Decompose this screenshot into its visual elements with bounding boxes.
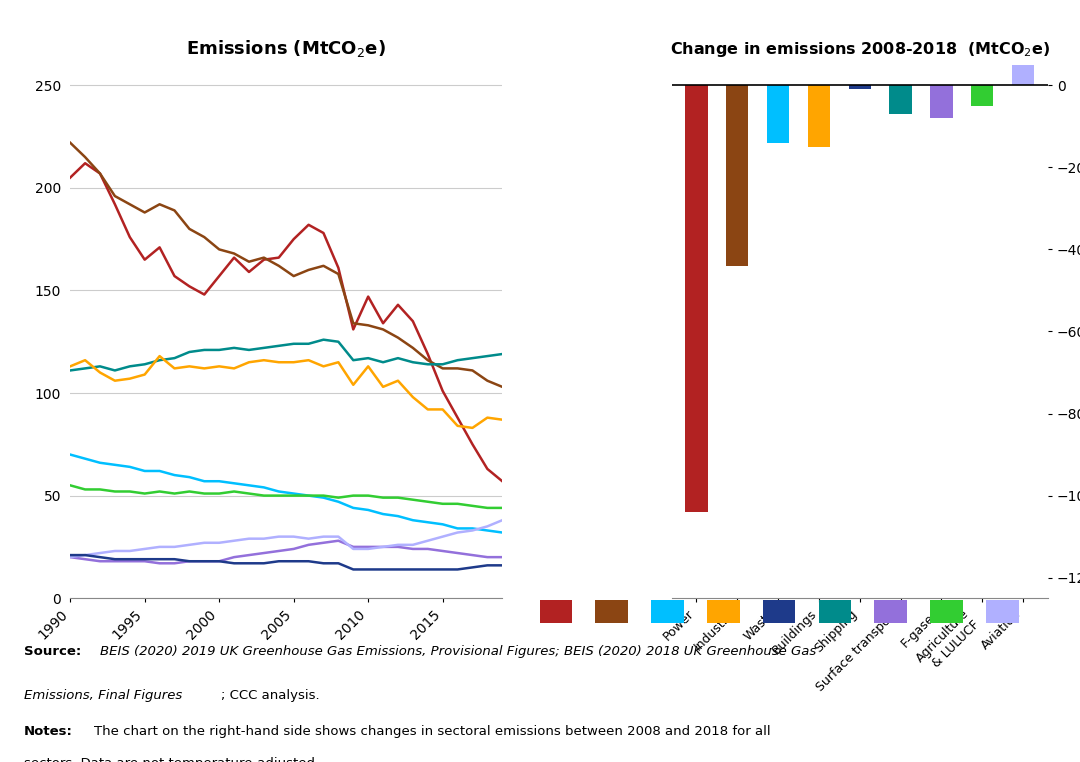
Text: ; CCC analysis.: ; CCC analysis.	[221, 689, 320, 702]
Bar	[889, 85, 912, 114]
Bar	[819, 600, 851, 623]
Bar	[762, 600, 796, 623]
Bar	[986, 600, 1018, 623]
Bar	[808, 85, 831, 147]
Title: Change in emissions 2008-2018  (MtCO$_2$e): Change in emissions 2008-2018 (MtCO$_2$e…	[670, 40, 1050, 59]
Bar	[726, 85, 748, 266]
Bar	[767, 85, 789, 142]
Bar	[595, 600, 629, 623]
Bar	[875, 600, 907, 623]
Bar	[930, 85, 953, 118]
Text: sectors. Data are not temperature-adjusted.: sectors. Data are not temperature-adjust…	[24, 757, 319, 762]
Text: BEIS (2020) 2019 UK Greenhouse Gas Emissions, Provisional Figures; BEIS (2020) 2: BEIS (2020) 2019 UK Greenhouse Gas Emiss…	[100, 645, 816, 658]
Bar	[707, 600, 740, 623]
Text: Emissions, Final Figures: Emissions, Final Figures	[24, 689, 183, 702]
Title: Emissions (MtCO$_2$e): Emissions (MtCO$_2$e)	[186, 37, 387, 59]
Bar	[971, 85, 994, 106]
Bar	[540, 600, 572, 623]
Bar	[849, 85, 870, 89]
Bar	[930, 600, 963, 623]
Text: The chart on the right-hand side shows changes in sectoral emissions between 200: The chart on the right-hand side shows c…	[94, 725, 771, 738]
Bar	[651, 600, 684, 623]
Text: UK greenhouse gas emissions by sector 1990-2019: UK greenhouse gas emissions by sector 19…	[127, 19, 616, 38]
Text: Source:: Source:	[24, 645, 81, 658]
Text: Notes:: Notes:	[24, 725, 72, 738]
Bar	[1012, 65, 1035, 85]
Bar	[685, 85, 707, 512]
Text: Figure 2.3.: Figure 2.3.	[13, 19, 127, 38]
